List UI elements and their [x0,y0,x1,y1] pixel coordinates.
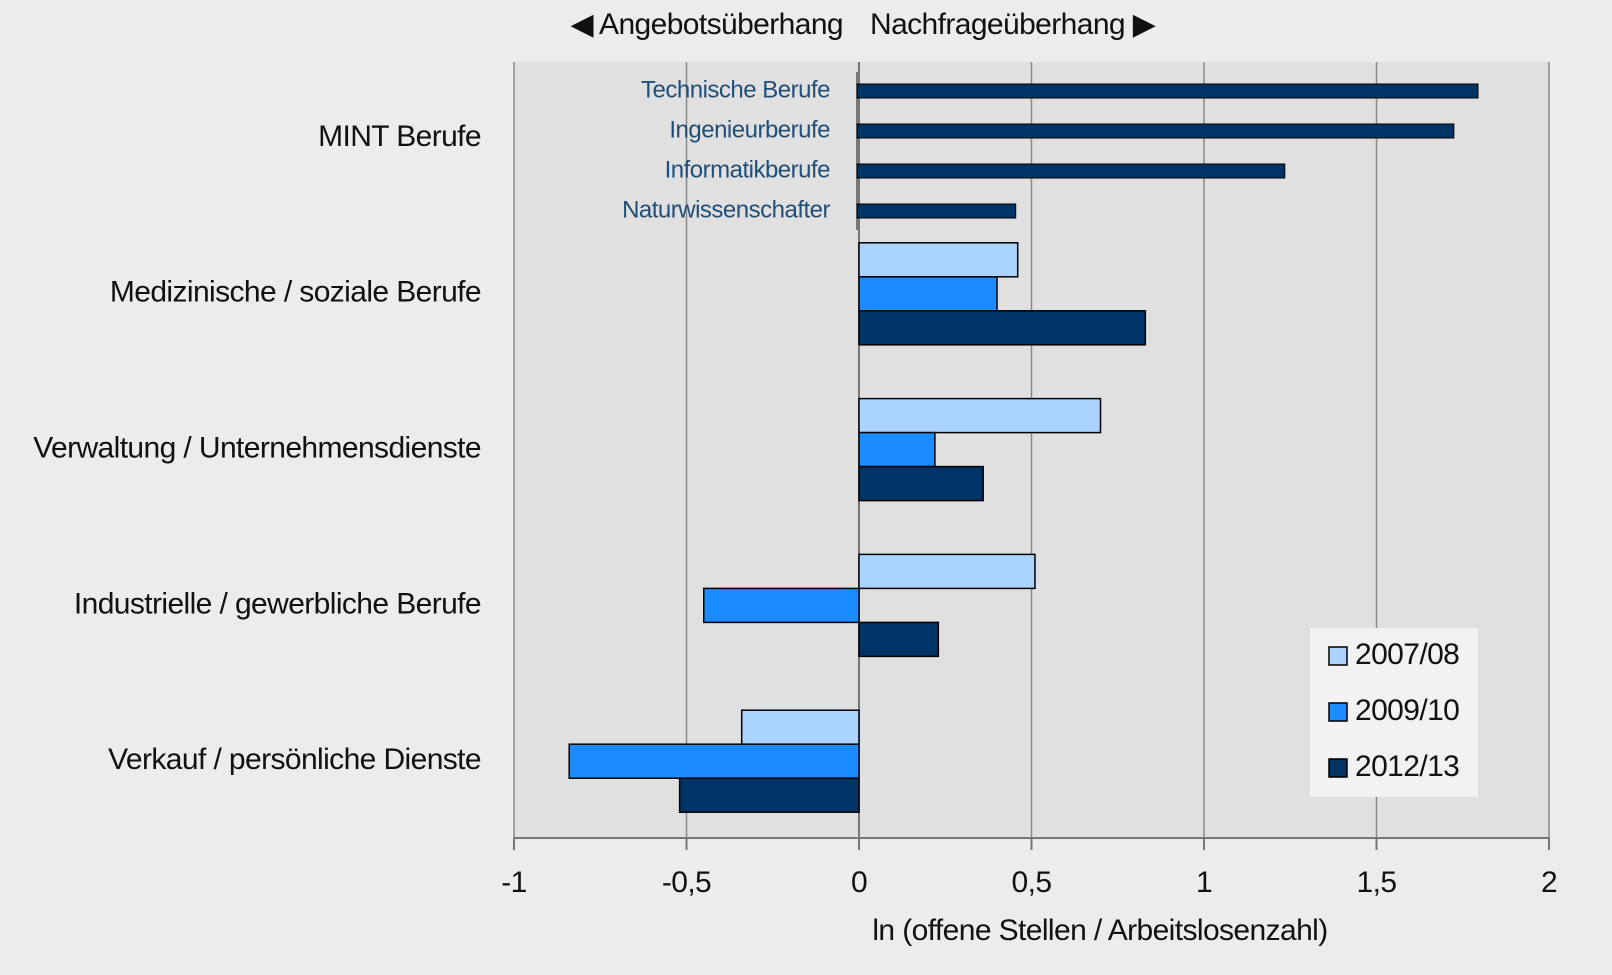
legend-swatch [1328,758,1348,778]
category-label: Verwaltung / Unternehmensdienste [33,432,481,465]
header-left: ◀ Angebotsüberhang [570,8,843,41]
bar [858,553,1036,590]
x-tick-label: -1 [501,866,526,899]
category-label: Verkauf / persönliche Dienste [108,743,481,776]
legend-swatch [1328,702,1348,722]
x-tick-label: 0,5 [1012,866,1052,899]
bar [858,276,998,312]
bar [858,465,984,502]
category-label: Industrielle / gewerbliche Berufe [74,587,481,620]
legend-label: 2009/10 [1355,694,1459,727]
bar [856,83,1479,99]
bar [856,203,1017,219]
x-tick-label: 0 [851,866,867,899]
bar [568,743,860,779]
legend-label: 2012/13 [1355,750,1459,783]
bar [856,123,1455,139]
bar [858,397,1102,434]
bar [858,310,1147,346]
bar [858,431,936,468]
category-label: MINT Berufe [318,120,481,153]
bar [678,777,860,813]
x-tick-label: -0,5 [662,866,711,899]
x-axis-label: ln (offene Stellen / Arbeitslosenzahl) [872,914,1327,947]
bar [740,709,860,745]
bar [703,587,860,624]
bar [858,242,1019,278]
legend-label: 2007/08 [1355,638,1459,671]
header-right: Nachfrageüberhang ▶ [870,8,1156,41]
bar [858,621,940,658]
bar [856,163,1286,179]
category-label: Medizinische / soziale Berufe [110,276,481,309]
sub-category-label: Naturwissenschafter [622,196,830,223]
x-tick-label: 2 [1541,866,1557,899]
sub-category-label: Informatikberufe [665,156,831,183]
x-tick-label: 1 [1196,866,1212,899]
legend-swatch [1328,646,1348,666]
sub-category-label: Ingenieurberufe [669,116,830,143]
sub-category-label: Technische Berufe [641,76,830,103]
legend: 2007/08 2009/10 2012/13 [1310,628,1478,797]
x-tick-label: 1,5 [1357,866,1397,899]
